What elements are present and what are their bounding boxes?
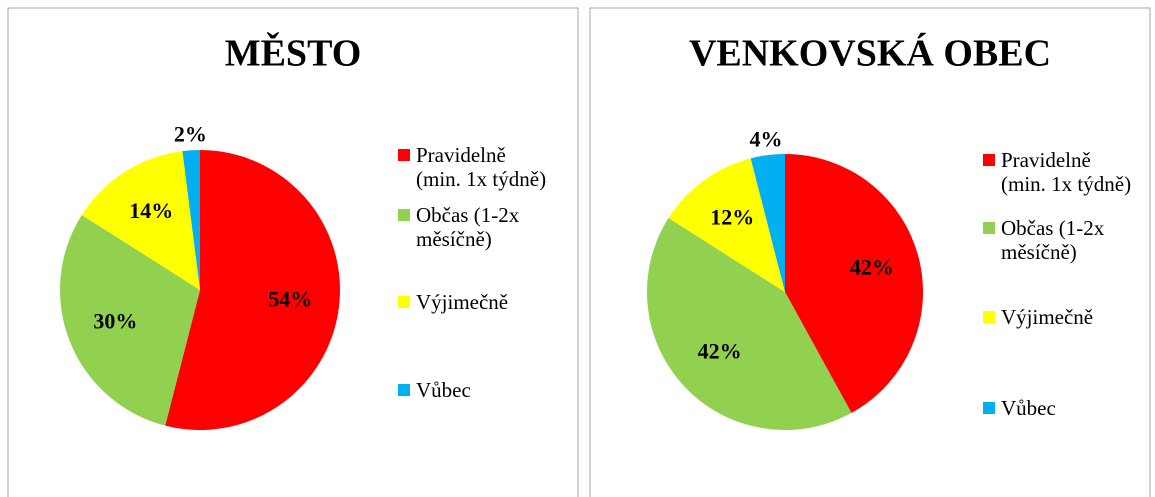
legend-swatch [398, 384, 410, 396]
legend-label: Výjimečně [416, 290, 509, 314]
pie-slice [59, 214, 200, 426]
panel-border [7, 7, 579, 497]
legend-swatch [983, 402, 995, 414]
legend-item: Vůbec [983, 396, 1133, 420]
legend-swatch [398, 149, 410, 161]
legend-item: Vůbec [398, 378, 548, 402]
legend-label: Pravidelně (min. 1x týdně) [416, 143, 547, 191]
data-label: 14% [129, 198, 173, 223]
legend-item: Pravidelně (min. 1x týdně) [398, 143, 548, 191]
legend-swatch [398, 209, 410, 221]
data-label: 4% [749, 126, 782, 151]
panel-border [589, 7, 1151, 497]
data-label: 2% [174, 121, 207, 146]
pie-slice [646, 218, 852, 430]
legend-label: Výjimečně [1001, 305, 1094, 329]
pie-slice [668, 158, 785, 292]
legend-item: Výjimečně [398, 290, 548, 314]
data-label: 42% [698, 338, 742, 363]
legend-label: Vůbec [416, 378, 471, 402]
pie-slice [785, 154, 923, 413]
data-label: 42% [850, 255, 894, 280]
data-label: 30% [93, 309, 137, 334]
pie-slice [165, 150, 340, 430]
legend-item: Pravidelně (min. 1x týdně) [983, 148, 1133, 196]
legend-swatch [983, 222, 995, 234]
legend-swatch [983, 311, 995, 323]
legend-swatch [983, 154, 995, 166]
legend-item: Občas (1-2x měsíčně) [398, 203, 548, 251]
legend-label: Občas (1-2x měsíčně) [416, 203, 520, 251]
pie-slice [182, 150, 200, 290]
legend-item: Výjimečně [983, 305, 1133, 329]
chart-title: MĚSTO [225, 33, 362, 75]
data-label: 12% [710, 204, 754, 229]
legend-swatch [398, 296, 410, 308]
legend-item: Občas (1-2x měsíčně) [983, 216, 1133, 264]
data-label: 54% [268, 286, 312, 311]
legend-label: Občas (1-2x měsíčně) [1001, 216, 1105, 264]
legend-label: Vůbec [1001, 396, 1056, 420]
legend-label: Pravidelně (min. 1x týdně) [1001, 148, 1132, 196]
chart-title: VENKOVSKÁ OBEC [689, 33, 1051, 75]
pie-slice [750, 154, 785, 292]
pie-slice [81, 151, 200, 290]
